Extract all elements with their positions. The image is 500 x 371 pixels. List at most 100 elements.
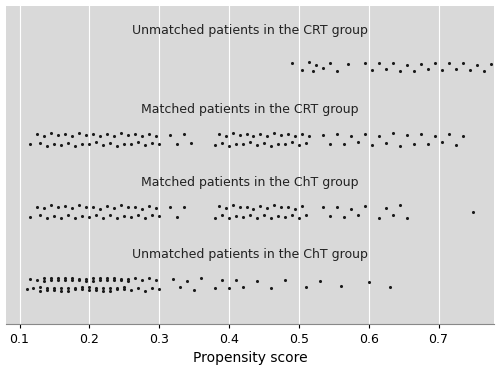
Point xyxy=(47,130,55,136)
Point xyxy=(375,214,383,220)
Point xyxy=(155,141,163,147)
Point xyxy=(253,142,261,148)
Point xyxy=(445,60,453,66)
Point xyxy=(131,204,139,210)
Point xyxy=(47,275,55,281)
Point xyxy=(396,202,404,208)
Point xyxy=(148,285,156,291)
Point xyxy=(78,284,86,290)
Point xyxy=(326,213,334,219)
Point xyxy=(40,205,48,211)
Point xyxy=(138,278,145,283)
Point xyxy=(340,214,348,220)
Point xyxy=(270,202,278,208)
Point xyxy=(312,62,320,68)
Point xyxy=(120,284,128,290)
Point xyxy=(50,285,58,290)
Point xyxy=(144,275,152,280)
Point xyxy=(68,205,76,211)
Point xyxy=(256,203,264,209)
Point xyxy=(100,142,108,148)
Point xyxy=(320,132,328,138)
Point xyxy=(211,142,219,148)
Point xyxy=(190,287,198,293)
Point xyxy=(30,285,38,290)
Point xyxy=(281,278,289,283)
Point xyxy=(155,213,163,219)
Point xyxy=(64,140,72,146)
Point xyxy=(110,205,118,211)
Text: Unmatched patients in the CRT group: Unmatched patients in the CRT group xyxy=(132,24,368,37)
Point xyxy=(470,209,478,215)
Point xyxy=(117,277,125,283)
Point xyxy=(424,141,432,147)
Point xyxy=(61,275,69,280)
Point xyxy=(50,141,58,147)
Point xyxy=(466,67,474,73)
Point xyxy=(44,215,52,221)
Point xyxy=(222,133,230,139)
Point xyxy=(128,141,136,147)
Point xyxy=(403,132,411,138)
Point xyxy=(106,288,114,293)
Point xyxy=(96,275,104,281)
Point xyxy=(232,277,240,283)
Point xyxy=(417,131,425,137)
Point xyxy=(264,133,272,139)
Point xyxy=(61,278,69,283)
Point xyxy=(364,279,372,285)
Point xyxy=(96,278,104,283)
Point xyxy=(152,205,160,211)
Point xyxy=(141,288,149,293)
Point xyxy=(131,275,139,281)
Point xyxy=(438,139,446,145)
Point xyxy=(40,278,48,284)
Point xyxy=(58,288,66,293)
Point xyxy=(92,212,100,218)
Text: Matched patients in the CRT group: Matched patients in the CRT group xyxy=(141,103,358,116)
Point xyxy=(36,140,44,146)
Point xyxy=(92,139,100,145)
Point xyxy=(186,140,194,146)
Point xyxy=(320,66,328,72)
Point xyxy=(82,278,90,284)
Point xyxy=(124,276,132,282)
Point xyxy=(239,214,247,220)
Point xyxy=(117,202,125,208)
Point xyxy=(232,213,240,219)
Point xyxy=(396,143,404,149)
Point xyxy=(138,134,145,139)
Point xyxy=(172,141,180,147)
Point xyxy=(22,286,30,292)
Point xyxy=(218,212,226,218)
Point xyxy=(58,142,66,148)
Text: Unmatched patients in the ChT group: Unmatched patients in the ChT group xyxy=(132,248,368,261)
Point xyxy=(211,214,219,220)
Point xyxy=(100,285,108,290)
Point xyxy=(267,143,275,149)
Point xyxy=(228,130,236,136)
Point xyxy=(222,205,230,211)
Point xyxy=(264,205,272,211)
Point xyxy=(89,131,97,137)
Point xyxy=(36,288,44,293)
Point xyxy=(403,215,411,221)
Point xyxy=(64,288,72,293)
Point xyxy=(33,204,41,210)
Point xyxy=(33,131,41,137)
Point xyxy=(334,68,342,73)
Point xyxy=(180,204,188,210)
Point xyxy=(114,143,122,149)
Point xyxy=(348,134,356,139)
Point xyxy=(274,141,282,147)
Point xyxy=(54,278,62,283)
Point xyxy=(250,134,258,139)
Point xyxy=(445,131,453,137)
Point xyxy=(33,278,41,283)
Point xyxy=(382,205,390,211)
Point xyxy=(389,60,397,66)
Point xyxy=(239,284,247,290)
Point xyxy=(368,67,376,73)
Point xyxy=(256,131,264,137)
Point xyxy=(306,133,314,139)
